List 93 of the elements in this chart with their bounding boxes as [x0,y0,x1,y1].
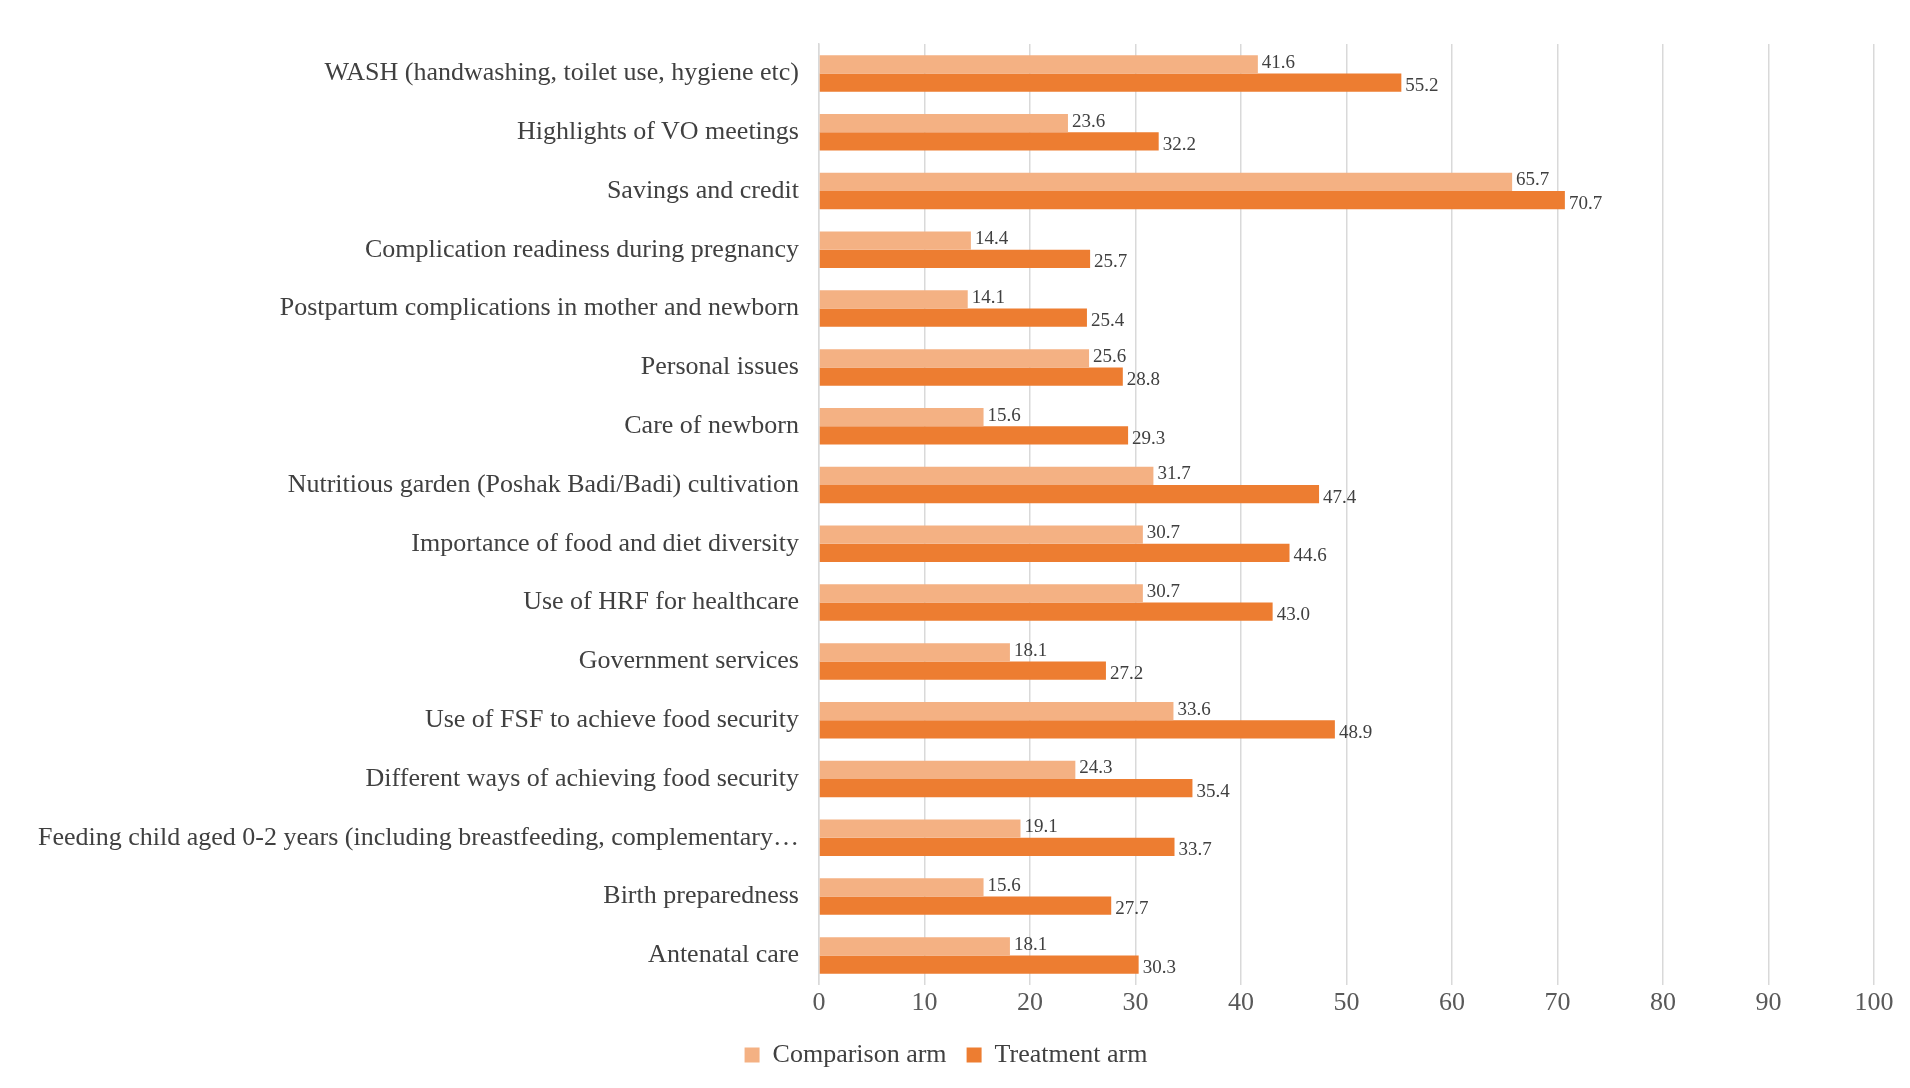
bar [819,525,1143,544]
y-tick-label: Savings and credit [606,174,800,204]
bar [819,584,1143,603]
bar [819,720,1335,739]
data-label: 47.4 [1323,485,1357,507]
bar [819,55,1258,74]
bar [819,367,1123,386]
bar [819,602,1273,621]
bar [819,485,1320,504]
data-label: 30.3 [1142,956,1176,977]
legend-label: Comparison arm [772,1038,947,1068]
x-tick-label: 100 [1854,987,1894,1017]
data-label: 23.6 [1071,109,1106,131]
x-tick-label: 40 [1227,987,1254,1017]
x-tick-label: 20 [1016,987,1043,1017]
bar [819,349,1090,368]
data-label: 44.6 [1293,544,1327,566]
legend-label: Treatment arm [994,1038,1148,1068]
bar [819,466,1154,485]
y-tick-label: Antenatal care [648,939,799,969]
x-tick-label: 80 [1649,987,1676,1017]
bar [819,819,1021,838]
data-label: 33.6 [1177,697,1211,719]
bar [819,779,1193,798]
x-tick-label: 70 [1544,987,1571,1017]
x-tick-label: 50 [1333,987,1360,1017]
data-label: 43.0 [1276,603,1310,625]
data-label: 19.1 [1024,815,1058,837]
data-label: 48.9 [1338,720,1373,742]
data-label: 15.6 [987,873,1021,895]
data-label: 41.6 [1261,50,1296,72]
data-label: 30.7 [1146,579,1181,601]
bar [819,132,1159,151]
y-tick-label: Highlights of VO meetings [517,116,799,146]
data-label: 33.7 [1178,838,1212,860]
bar [819,73,1402,92]
bar [819,937,1010,956]
bar [819,701,1174,721]
y-tick-label: Care of newborn [624,410,799,440]
bar [819,426,1129,445]
data-label: 28.8 [1126,368,1161,389]
bar [819,191,1565,210]
data-label: 70.7 [1568,191,1603,213]
y-tick-label: Feeding child aged 0-2 years (including breastfeeding, complementary… [37,821,799,851]
y-tick-label: Use of FSF to achieve food security [424,704,799,734]
data-label: 27.7 [1115,897,1149,919]
data-label: 18.1 [1013,638,1048,660]
bar [819,643,1010,662]
data-label: 25.6 [1093,344,1127,366]
bar [819,172,1513,191]
y-tick-label: Importance of food and diet diversity [411,527,799,557]
bar [819,661,1106,680]
y-tick-label: Complication readiness during pregnancy [365,233,799,263]
y-tick-label: Postpartum complications in mother and newborn [279,292,799,322]
data-label: 14.1 [971,285,1005,307]
y-tick-label: Use of HRF for healthcare [523,586,799,616]
data-label: 25.4 [1090,309,1125,331]
bar [819,308,1087,327]
data-label: 25.7 [1094,250,1128,272]
data-label: 55.2 [1405,74,1439,95]
data-label: 27.2 [1109,662,1144,683]
x-tick-label: 60 [1438,987,1465,1017]
data-label: 30.7 [1146,521,1181,543]
y-tick-label: WASH (handwashing, toilet use, hygiene etc) [324,57,799,87]
bar [819,290,968,309]
x-tick-label: 90 [1755,987,1782,1017]
bar [819,249,1091,269]
data-label: 18.1 [1013,932,1048,954]
data-label: 32.2 [1162,132,1196,154]
y-tick-label: Government services [578,645,799,675]
x-tick-label: 30 [1122,987,1149,1017]
bar [819,543,1290,563]
data-label: 65.7 [1516,168,1550,190]
data-label: 31.7 [1157,462,1191,484]
bar [819,896,1112,915]
data-label: 14.4 [974,227,1009,249]
data-label: 24.3 [1079,756,1113,778]
bar [819,113,1068,133]
y-tick-label: Nutritious garden (Poshak Badi/Badi) cultivation [287,468,799,498]
data-label: 29.3 [1132,426,1166,448]
data-label: 35.4 [1196,779,1231,801]
x-tick-label: 10 [911,987,938,1017]
bar [819,878,984,897]
bar [819,407,984,427]
y-tick-label: Personal issues [640,351,799,381]
bar [819,955,1139,974]
bar [819,231,971,250]
y-tick-label: Birth preparedness [603,880,799,910]
data-label: 15.6 [987,403,1021,425]
bar [819,760,1076,779]
x-tick-label: 0 [812,987,826,1017]
bar [819,837,1175,857]
y-tick-label: Different ways of achieving food security [365,762,799,792]
